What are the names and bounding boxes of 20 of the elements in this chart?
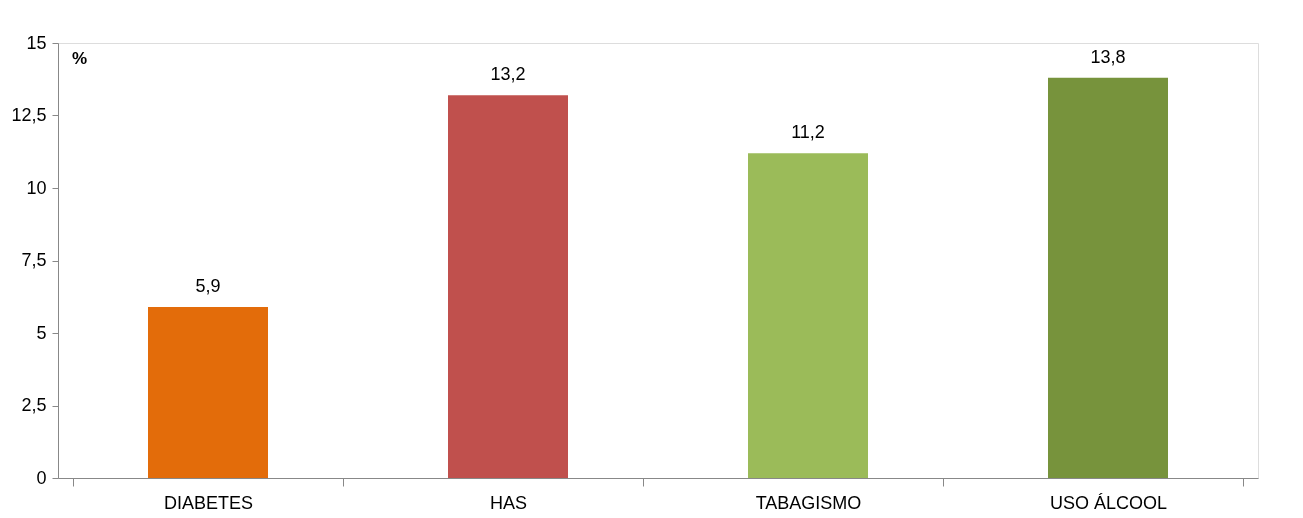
y-tick-label: 15 (26, 32, 47, 53)
y-tick-label: 2,5 (21, 395, 47, 415)
data-label: 13,8 (1090, 46, 1126, 67)
y-tick-label: 7,5 (21, 250, 47, 270)
x-tick-label: DIABETES (163, 492, 254, 513)
bar (148, 306, 268, 478)
y-tick-label: 5 (36, 322, 47, 343)
x-tick-label: TABAGISMO (755, 492, 862, 513)
data-label: 11,2 (791, 122, 825, 143)
y-tick-label: 12,5 (11, 105, 47, 125)
data-label: 13,2 (490, 64, 526, 85)
x-tick-label: USO ÁLCOOL (1049, 492, 1168, 513)
y-tick-label: 0 (36, 467, 47, 488)
bar (1048, 77, 1168, 478)
y-axis-title: % (72, 49, 88, 68)
bar (448, 95, 568, 478)
x-tick-label: HAS (489, 492, 528, 513)
y-tick-label: 10 (26, 177, 47, 198)
bar (748, 153, 868, 478)
data-label: 5,9 (195, 275, 221, 296)
